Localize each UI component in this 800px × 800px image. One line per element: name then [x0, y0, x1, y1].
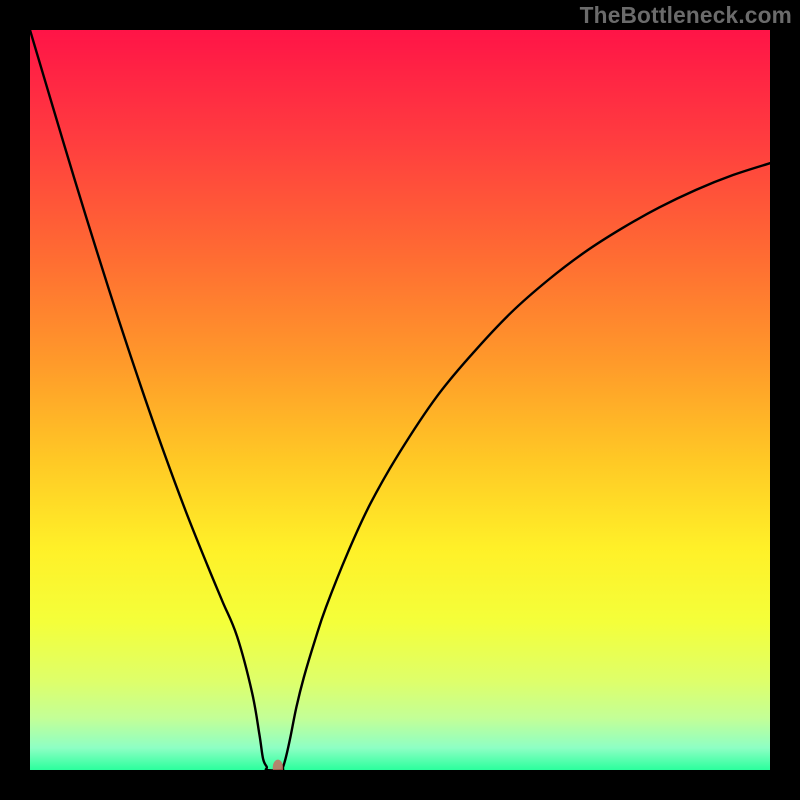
- plot-area: [30, 30, 770, 770]
- chart-container: TheBottleneck.com: [0, 0, 800, 800]
- min-marker: [273, 760, 283, 770]
- watermark-text: TheBottleneck.com: [580, 2, 792, 29]
- chart-svg: [30, 30, 770, 770]
- bottleneck-curve: [30, 30, 770, 770]
